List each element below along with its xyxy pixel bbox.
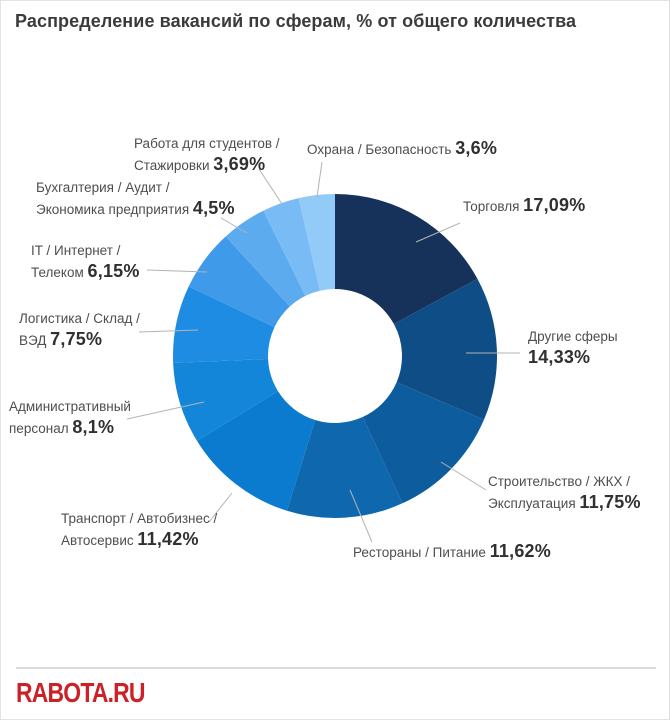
slice-label-students: Работа для студентов / Стажировки 3,69% (134, 135, 280, 177)
leader-line-security (316, 161, 323, 198)
slice-label-security: Охрана / Безопасность 3,6% (307, 137, 497, 161)
slice-label-value: 11,42% (137, 528, 199, 549)
slice-label-construction: Строительство / ЖКХ / Эксплуатация 11,75… (488, 473, 641, 515)
pie-slice-students (263, 198, 320, 296)
leader-line-accounting (220, 217, 248, 234)
pie-slice-accounting (225, 210, 306, 307)
leader-line-construction (440, 461, 487, 491)
slice-label-value: 4,5% (192, 197, 235, 218)
pie-slice-transport (197, 391, 316, 511)
slice-label-accounting: Бухгалтерия / Аудит / Экономика предприя… (36, 179, 235, 221)
slice-label-text: Охрана / Безопасность (307, 142, 456, 157)
slice-label-value: 6,15% (87, 260, 140, 281)
leader-line-admin (126, 401, 205, 420)
slice-label-text: Административный персонал (9, 399, 131, 436)
pie-slice-admin (173, 358, 278, 441)
slice-label-text: Работа для студентов / Стажировки (134, 136, 280, 173)
slice-label-value: 11,75% (579, 491, 641, 512)
slice-label-logistics: Логистика / Склад / ВЭД 7,75% (19, 310, 140, 352)
slice-label-value: 14,33% (528, 346, 591, 367)
slice-label-text: Другие сферы (528, 329, 618, 344)
pie-slice-trade (335, 194, 478, 325)
page-title: Распределение вакансий по сферам, % от о… (15, 11, 577, 31)
slice-label-value: 7,75% (50, 328, 103, 349)
donut-chart-area: Торговля 17,09% Другие сферы 14,33% Стро… (1, 1, 669, 661)
slice-label-text: Транспорт / Автобизнес / Автосервис (61, 511, 218, 548)
pie-slice-others (393, 278, 498, 420)
slice-label-text: IT / Интернет / Телеком (31, 243, 121, 280)
leader-line-it (146, 269, 208, 273)
slice-label-transport: Транспорт / Автобизнес / Автосервис 11,4… (61, 510, 217, 552)
slice-label-text: Бухгалтерия / Аудит / Экономика предприя… (36, 180, 190, 217)
pie-slice-logistics (172, 286, 275, 364)
pie-slice-security (298, 194, 335, 291)
slice-label-text: Рестораны / Питание (353, 545, 490, 560)
leader-line-logistics (138, 329, 199, 333)
slice-label-text: Логистика / Склад / ВЭД (19, 311, 140, 348)
leader-line-trade (415, 222, 461, 243)
slice-label-value: 3,6% (455, 138, 498, 158)
donut-chart-svg (126, 161, 520, 543)
slice-label-text: Торговля (463, 199, 524, 214)
slice-label-value: 8,1% (72, 416, 115, 437)
pie-slice-construction (362, 382, 484, 504)
slice-label-value: 17,09% (523, 195, 586, 215)
leader-line-restaurants (349, 489, 373, 543)
pie-slice-it (188, 236, 290, 328)
slice-label-text: Строительство / ЖКХ / Эксплуатация (488, 474, 631, 511)
leader-line-transport (208, 492, 233, 523)
slice-label-restaurants: Рестораны / Питание 11,62% (353, 540, 551, 564)
slice-label-others: Другие сферы 14,33% (528, 328, 618, 370)
slice-label-admin: Административный персонал 8,1% (9, 398, 131, 440)
slice-label-it: IT / Интернет / Телеком 6,15% (31, 242, 140, 284)
slice-label-trade: Торговля 17,09% (463, 194, 585, 218)
slice-label-value: 3,69% (213, 153, 266, 174)
leader-line-students (258, 168, 283, 205)
rabota-ru-logo: RABOTA.RU (16, 677, 145, 708)
slice-label-value: 11,62% (489, 541, 551, 561)
footer-divider (16, 667, 656, 669)
pie-slice-restaurants (286, 416, 403, 519)
